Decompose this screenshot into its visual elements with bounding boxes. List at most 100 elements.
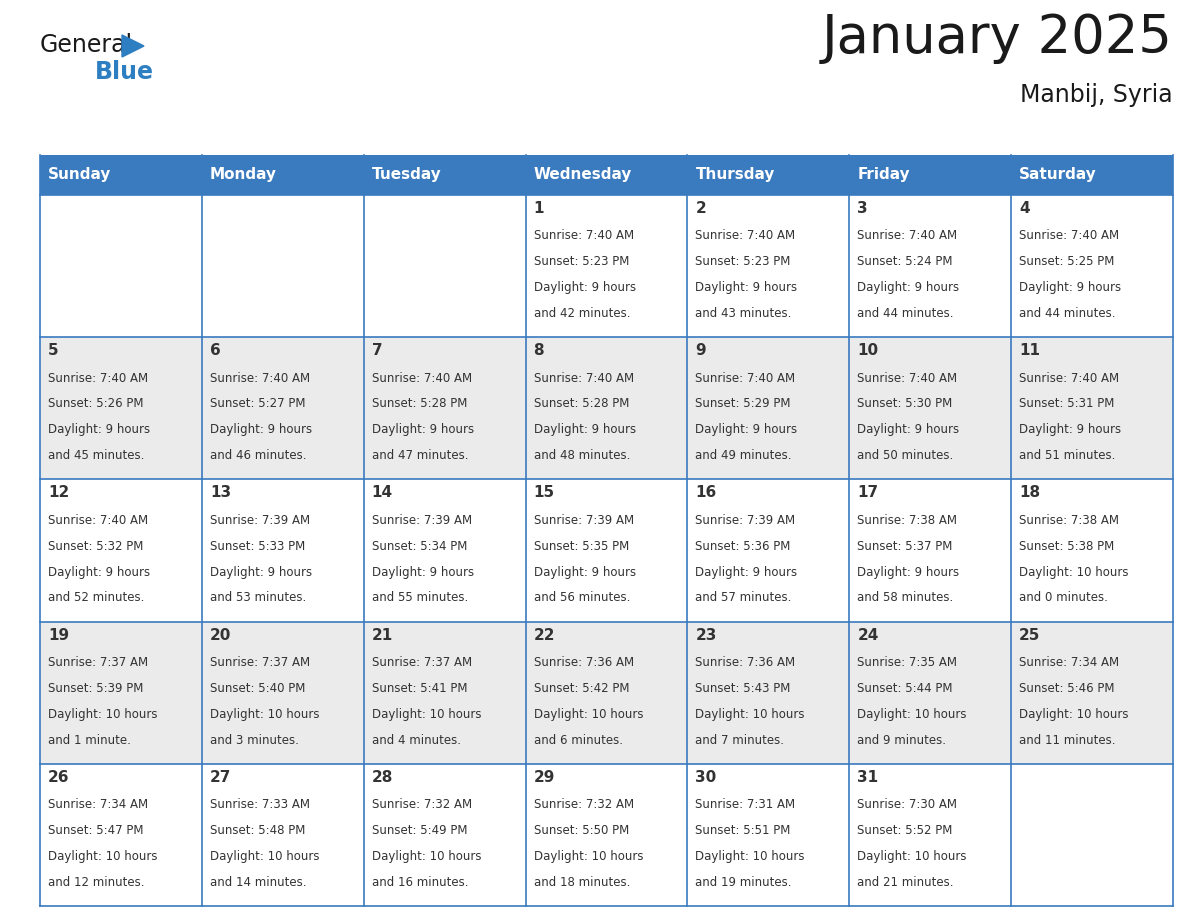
Text: Sunset: 5:35 PM: Sunset: 5:35 PM	[533, 540, 628, 553]
Text: Sunrise: 7:39 AM: Sunrise: 7:39 AM	[533, 514, 633, 527]
Text: and 14 minutes.: and 14 minutes.	[210, 876, 307, 889]
Text: Sunset: 5:52 PM: Sunset: 5:52 PM	[858, 824, 953, 837]
Text: 16: 16	[695, 486, 716, 500]
Text: and 11 minutes.: and 11 minutes.	[1019, 733, 1116, 746]
Text: 9: 9	[695, 343, 706, 358]
Text: Sunrise: 7:40 AM: Sunrise: 7:40 AM	[695, 372, 796, 385]
Text: Sunset: 5:23 PM: Sunset: 5:23 PM	[695, 255, 791, 268]
Text: Sunrise: 7:40 AM: Sunrise: 7:40 AM	[1019, 372, 1119, 385]
Text: Sunset: 5:29 PM: Sunset: 5:29 PM	[695, 397, 791, 410]
Text: Sunrise: 7:32 AM: Sunrise: 7:32 AM	[533, 799, 633, 812]
Text: 15: 15	[533, 486, 555, 500]
Text: Sunrise: 7:39 AM: Sunrise: 7:39 AM	[695, 514, 796, 527]
Text: and 3 minutes.: and 3 minutes.	[210, 733, 298, 746]
Text: Daylight: 9 hours: Daylight: 9 hours	[372, 565, 474, 578]
Text: and 48 minutes.: and 48 minutes.	[533, 449, 630, 462]
Text: Daylight: 10 hours: Daylight: 10 hours	[533, 850, 643, 863]
Text: Sunrise: 7:40 AM: Sunrise: 7:40 AM	[372, 372, 472, 385]
Text: 30: 30	[695, 770, 716, 785]
Text: Sunrise: 7:39 AM: Sunrise: 7:39 AM	[210, 514, 310, 527]
Text: Sunrise: 7:36 AM: Sunrise: 7:36 AM	[695, 656, 796, 669]
Text: Daylight: 10 hours: Daylight: 10 hours	[372, 708, 481, 721]
Text: 12: 12	[48, 486, 69, 500]
Text: Sunset: 5:50 PM: Sunset: 5:50 PM	[533, 824, 628, 837]
Text: and 44 minutes.: and 44 minutes.	[1019, 307, 1116, 320]
Text: Daylight: 10 hours: Daylight: 10 hours	[372, 850, 481, 863]
Text: Daylight: 9 hours: Daylight: 9 hours	[695, 565, 797, 578]
Text: Sunrise: 7:40 AM: Sunrise: 7:40 AM	[48, 514, 148, 527]
Text: and 4 minutes.: and 4 minutes.	[372, 733, 461, 746]
Text: Sunset: 5:39 PM: Sunset: 5:39 PM	[48, 682, 144, 695]
Text: and 1 minute.: and 1 minute.	[48, 733, 131, 746]
Text: and 42 minutes.: and 42 minutes.	[533, 307, 630, 320]
Text: 2: 2	[695, 201, 706, 216]
Text: Sunrise: 7:40 AM: Sunrise: 7:40 AM	[858, 372, 958, 385]
Text: Sunset: 5:28 PM: Sunset: 5:28 PM	[533, 397, 628, 410]
Text: 13: 13	[210, 486, 230, 500]
Text: Sunrise: 7:38 AM: Sunrise: 7:38 AM	[858, 514, 958, 527]
Text: Sunrise: 7:40 AM: Sunrise: 7:40 AM	[1019, 230, 1119, 242]
Text: Sunrise: 7:40 AM: Sunrise: 7:40 AM	[533, 230, 633, 242]
Text: and 50 minutes.: and 50 minutes.	[858, 449, 954, 462]
Text: and 12 minutes.: and 12 minutes.	[48, 876, 145, 889]
Text: Sunset: 5:47 PM: Sunset: 5:47 PM	[48, 824, 144, 837]
Text: 27: 27	[210, 770, 232, 785]
Text: Blue: Blue	[95, 60, 154, 84]
Text: Sunset: 5:30 PM: Sunset: 5:30 PM	[858, 397, 953, 410]
Polygon shape	[122, 35, 144, 57]
Text: and 47 minutes.: and 47 minutes.	[372, 449, 468, 462]
Bar	[849, 155, 1011, 195]
Text: General: General	[40, 33, 133, 57]
Text: 24: 24	[858, 628, 879, 643]
Text: Sunset: 5:51 PM: Sunset: 5:51 PM	[695, 824, 791, 837]
Text: Sunrise: 7:36 AM: Sunrise: 7:36 AM	[533, 656, 633, 669]
Text: and 51 minutes.: and 51 minutes.	[1019, 449, 1116, 462]
Text: Sunrise: 7:37 AM: Sunrise: 7:37 AM	[210, 656, 310, 669]
Text: Sunset: 5:44 PM: Sunset: 5:44 PM	[858, 682, 953, 695]
Text: Sunset: 5:23 PM: Sunset: 5:23 PM	[533, 255, 628, 268]
Text: 25: 25	[1019, 628, 1041, 643]
Text: 20: 20	[210, 628, 232, 643]
Text: and 49 minutes.: and 49 minutes.	[695, 449, 792, 462]
Text: Wednesday: Wednesday	[533, 167, 632, 183]
Text: Sunrise: 7:34 AM: Sunrise: 7:34 AM	[48, 799, 148, 812]
Text: Daylight: 9 hours: Daylight: 9 hours	[1019, 423, 1121, 436]
Text: Sunday: Sunday	[48, 167, 112, 183]
Text: Sunrise: 7:37 AM: Sunrise: 7:37 AM	[48, 656, 148, 669]
Bar	[1011, 155, 1173, 195]
Text: and 53 minutes.: and 53 minutes.	[210, 591, 307, 604]
Text: and 56 minutes.: and 56 minutes.	[533, 591, 630, 604]
Text: Sunrise: 7:40 AM: Sunrise: 7:40 AM	[533, 372, 633, 385]
Text: 29: 29	[533, 770, 555, 785]
Text: Sunset: 5:43 PM: Sunset: 5:43 PM	[695, 682, 791, 695]
Text: 7: 7	[372, 343, 383, 358]
Text: and 16 minutes.: and 16 minutes.	[372, 876, 468, 889]
Text: January 2025: January 2025	[822, 12, 1173, 64]
Text: Daylight: 9 hours: Daylight: 9 hours	[210, 423, 312, 436]
Text: Sunset: 5:42 PM: Sunset: 5:42 PM	[533, 682, 630, 695]
Text: Manbij, Syria: Manbij, Syria	[1020, 83, 1173, 107]
Text: 21: 21	[372, 628, 393, 643]
Bar	[364, 155, 525, 195]
Text: Sunrise: 7:34 AM: Sunrise: 7:34 AM	[1019, 656, 1119, 669]
Text: Daylight: 10 hours: Daylight: 10 hours	[210, 708, 320, 721]
Bar	[40, 195, 1173, 337]
Text: Sunset: 5:37 PM: Sunset: 5:37 PM	[858, 540, 953, 553]
Text: Sunset: 5:41 PM: Sunset: 5:41 PM	[372, 682, 467, 695]
Text: Daylight: 10 hours: Daylight: 10 hours	[1019, 565, 1129, 578]
Text: and 19 minutes.: and 19 minutes.	[695, 876, 792, 889]
Text: Daylight: 9 hours: Daylight: 9 hours	[533, 281, 636, 294]
Text: and 44 minutes.: and 44 minutes.	[858, 307, 954, 320]
Text: Sunset: 5:40 PM: Sunset: 5:40 PM	[210, 682, 305, 695]
Text: and 46 minutes.: and 46 minutes.	[210, 449, 307, 462]
Text: Friday: Friday	[858, 167, 910, 183]
Text: 3: 3	[858, 201, 868, 216]
Text: Sunset: 5:48 PM: Sunset: 5:48 PM	[210, 824, 305, 837]
Text: Daylight: 10 hours: Daylight: 10 hours	[1019, 708, 1129, 721]
Text: Daylight: 9 hours: Daylight: 9 hours	[858, 565, 960, 578]
Text: Monday: Monday	[210, 167, 277, 183]
Text: Daylight: 9 hours: Daylight: 9 hours	[48, 423, 150, 436]
Text: Sunset: 5:27 PM: Sunset: 5:27 PM	[210, 397, 305, 410]
Text: Daylight: 9 hours: Daylight: 9 hours	[695, 281, 797, 294]
Text: Daylight: 9 hours: Daylight: 9 hours	[695, 423, 797, 436]
